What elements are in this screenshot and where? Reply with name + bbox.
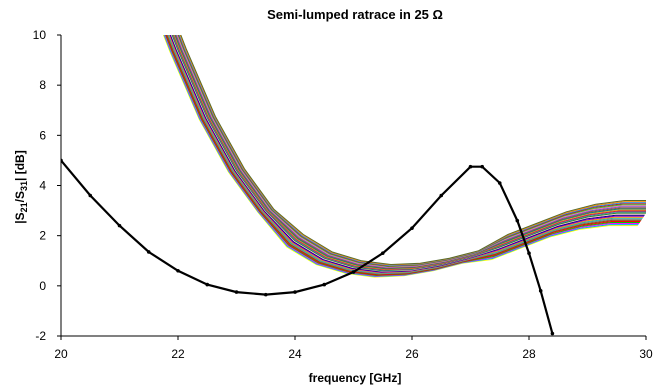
measured-point [293, 290, 297, 294]
x-tick-label: 20 [54, 347, 68, 361]
measured-point [176, 268, 180, 273]
measured-point [234, 290, 239, 294]
measured-point [410, 226, 414, 230]
simulated-series-line [175, 35, 646, 269]
y-tick-label: 6 [39, 128, 46, 142]
measured-point [515, 218, 520, 223]
simulated-series-line [169, 35, 644, 273]
measured-point [117, 223, 122, 228]
axes [60, 35, 646, 337]
simulated-series-line [176, 35, 646, 268]
y-axis-label-part: | [dB] [13, 150, 27, 181]
x-ticks: 20 22 24 26 28 30 [54, 336, 653, 361]
x-tick-label: 26 [405, 347, 419, 361]
y-axis-label-sub: 21 [19, 202, 29, 212]
y-axis-label-sub: 31 [19, 181, 29, 191]
svg-text:|S21/S31| [dB]: |S21/S31| [dB] [13, 150, 29, 223]
y-axis-label-part: /S [13, 191, 27, 202]
x-axis-label: frequency [GHz] [309, 371, 402, 385]
measured-point [538, 289, 543, 293]
x-tick-label: 30 [639, 347, 653, 361]
chart-title: Semi-lumped ratrace in 25 Ω [267, 7, 443, 22]
y-ticks: -2 0 2 4 6 8 10 [33, 28, 61, 343]
y-axis-label-part: |S [13, 212, 27, 223]
simulated-series-line [178, 35, 646, 267]
simulated-series-line [173, 35, 646, 270]
y-tick-label: 4 [39, 179, 46, 193]
measured-point [351, 270, 356, 274]
y-tick-label: 10 [33, 28, 47, 42]
measured-point [88, 193, 93, 198]
y-tick-label: 0 [39, 279, 46, 293]
measured-point [550, 331, 555, 336]
simulated-series-line [162, 35, 638, 278]
measured-point [497, 181, 502, 185]
y-axis-label: |S21/S31| [dB] [13, 150, 29, 223]
measured-series-group [61, 158, 555, 336]
simulated-series-line [164, 35, 640, 277]
simulated-series-line [165, 35, 641, 276]
x-tick-label: 24 [288, 347, 302, 361]
y-tick-label: -2 [35, 329, 46, 343]
measured-point [205, 282, 210, 287]
measured-point [439, 193, 444, 198]
simulated-series-group [162, 35, 646, 278]
measured-point [480, 164, 485, 169]
measured-point [263, 292, 268, 297]
x-tick-label: 28 [522, 347, 536, 361]
y-tick-label: 8 [39, 78, 46, 92]
measured-point [322, 282, 327, 287]
y-tick-label: 2 [39, 229, 46, 243]
simulated-series-line [180, 35, 646, 266]
simulated-series-line [170, 35, 646, 272]
simulated-series-line [172, 35, 646, 271]
measured-point [468, 164, 473, 169]
measured-point [380, 251, 385, 256]
x-tick-label: 22 [171, 347, 185, 361]
simulated-series-line [167, 35, 642, 275]
measured-point [146, 250, 151, 254]
measured-point [527, 251, 531, 256]
